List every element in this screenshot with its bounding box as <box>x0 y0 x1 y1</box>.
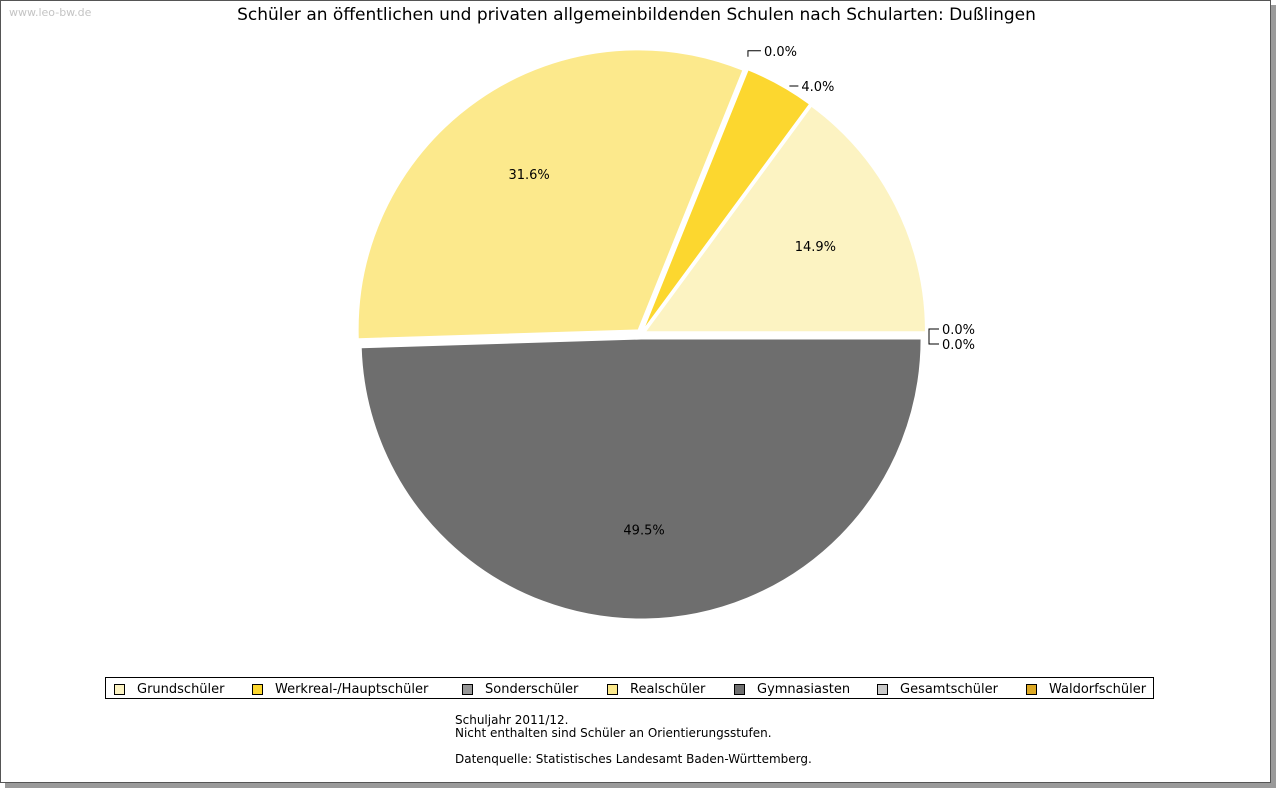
legend: Grundschüler Werkreal-/Hauptschüler Sonder… <box>105 677 1154 699</box>
pie-slice-realsch-ler <box>357 49 744 340</box>
legend-label: Sonderschüler <box>485 682 579 697</box>
legend-label: Werkreal-/Hauptschüler <box>275 682 429 697</box>
leader-line-gesamtsch-ler <box>928 328 939 334</box>
legend-item-sondersch-ler: Sonderschüler <box>462 682 578 697</box>
legend-item-grundsch-ler: Grundschüler <box>114 682 225 697</box>
leader-line-waldorfsch-ler <box>928 334 939 345</box>
legend-label: Gymnasiasten <box>757 682 851 697</box>
legend-swatch <box>734 684 745 695</box>
legend-item-realsch-ler: Realschüler <box>607 682 705 697</box>
slice-label-realsch-ler: 31.6% <box>508 168 549 183</box>
slice-label-gymnasiasten: 49.5% <box>623 523 664 538</box>
legend-swatch <box>877 684 888 695</box>
slice-label-grundsch-ler: 14.9% <box>795 240 836 255</box>
legend-item-gesamtsch-ler: Gesamtschüler <box>877 682 998 697</box>
pie-slice-grundsch-ler <box>644 105 926 333</box>
legend-swatch <box>114 684 125 695</box>
note-data-source: Datenquelle: Statistisches Landesamt Bad… <box>455 752 812 766</box>
chart-notes: Schuljahr 2011/12. Nicht enthalten sind … <box>455 714 812 766</box>
legend-item-gymnasiasten: Gymnasiasten <box>734 682 850 697</box>
chart-title: Schüler an öffentlichen und privaten all… <box>237 5 1036 25</box>
slice-label-gesamtsch-ler: 0.0% <box>942 323 975 338</box>
legend-label: Realschüler <box>630 682 706 697</box>
legend-label: Gesamtschüler <box>900 682 998 697</box>
slice-label-waldorfsch-ler: 0.0% <box>942 338 975 353</box>
legend-label: Grundschüler <box>137 682 225 697</box>
legend-swatch <box>462 684 473 695</box>
pie-slice-gymnasiasten <box>360 338 922 620</box>
leader-line-sondersch-ler <box>747 50 761 57</box>
legend-label: Waldorfschüler <box>1049 682 1147 697</box>
pie-slice-werkreal-hauptsch-ler <box>642 69 811 330</box>
legend-item-waldorfsch-ler: Waldorfschüler <box>1026 682 1146 697</box>
watermark: www.leo-bw.de <box>9 6 92 19</box>
note-school-year: Schuljahr 2011/12. <box>455 713 569 727</box>
legend-swatch <box>1026 684 1037 695</box>
legend-swatch <box>607 684 618 695</box>
slice-label-sondersch-ler: 0.0% <box>764 45 797 60</box>
legend-swatch <box>252 684 263 695</box>
slice-label-werkreal-hauptsch-ler: 4.0% <box>801 80 834 95</box>
legend-item-werkreal-hauptsch-ler: Werkreal-/Hauptschüler <box>252 682 428 697</box>
note-exclusion: Nicht enthalten sind Schüler an Orientie… <box>455 726 772 740</box>
